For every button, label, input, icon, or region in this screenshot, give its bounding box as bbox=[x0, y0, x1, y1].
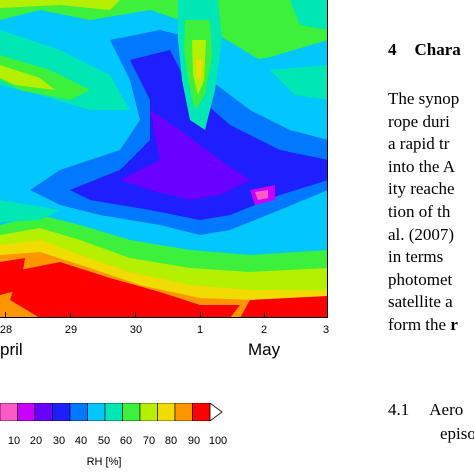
colorbar-segment bbox=[122, 403, 141, 421]
paragraph-line: photomet bbox=[388, 269, 453, 289]
contour-band bbox=[0, 65, 55, 90]
contour-band bbox=[0, 0, 120, 10]
colorbar-title: RH [%] bbox=[86, 456, 122, 468]
contour-band bbox=[0, 200, 60, 222]
x-tick-mark bbox=[200, 312, 201, 318]
paragraph-line: into the A bbox=[388, 156, 456, 176]
contour-band bbox=[255, 190, 268, 200]
rh-contour-graphic bbox=[0, 0, 327, 317]
colorbar-tick-label: 50 bbox=[97, 435, 111, 447]
contour-band bbox=[0, 55, 90, 100]
contour-band bbox=[270, 65, 327, 100]
paragraph-line: tion of th bbox=[388, 202, 451, 221]
colorbar-segment bbox=[139, 403, 158, 421]
subsection-title: Aero bbox=[429, 400, 464, 419]
paragraph-line: The synop bbox=[388, 89, 460, 108]
colorbar-tick-label: 80 bbox=[164, 435, 178, 447]
rh-colorbar bbox=[0, 403, 223, 421]
contour-band bbox=[240, 296, 327, 317]
colorbar-overflow-arrow bbox=[209, 403, 223, 421]
subsection-heading: 4.1 Aero bbox=[388, 400, 463, 420]
x-tick-label: 28 bbox=[0, 324, 13, 336]
paragraph-line: satellite a bbox=[388, 292, 453, 312]
month-label-may: May bbox=[248, 340, 281, 359]
x-tick-mark bbox=[5, 312, 6, 318]
colorbar-segment bbox=[157, 403, 176, 421]
section-heading: 4 Chara bbox=[388, 40, 461, 60]
colorbar-tick-label: 30 bbox=[52, 435, 66, 447]
x-tick-mark bbox=[264, 312, 265, 318]
contour-band bbox=[0, 0, 327, 60]
colorbar-tick-label: 90 bbox=[187, 435, 201, 447]
month-label-april: pril bbox=[0, 340, 23, 359]
colorbar-tick-label: 60 bbox=[119, 435, 133, 447]
x-tick-mark bbox=[135, 312, 136, 318]
section-title: Chara bbox=[414, 40, 461, 59]
x-tick-label: 3 bbox=[322, 324, 330, 336]
colorbar-tick-label: 20 bbox=[29, 435, 43, 447]
paragraph-line: ity reache bbox=[388, 179, 455, 199]
paragraph-line: in terms bbox=[388, 247, 444, 267]
contour-band bbox=[120, 110, 250, 200]
x-tick-label: 2 bbox=[260, 324, 268, 336]
colorbar-segment bbox=[0, 403, 18, 421]
colorbar-tick-label: 10 bbox=[7, 435, 21, 447]
x-tick-label: 1 bbox=[196, 324, 204, 336]
colorbar-segment bbox=[69, 403, 88, 421]
paragraph-line: al. (2007) bbox=[388, 224, 455, 244]
contour-band bbox=[0, 258, 25, 295]
colorbar-segment bbox=[87, 403, 106, 421]
contour-band bbox=[196, 60, 203, 80]
bold-fragment: r bbox=[450, 315, 458, 334]
contour-band bbox=[290, 0, 327, 30]
colorbar-segment bbox=[52, 403, 71, 421]
x-tick-label: 30 bbox=[129, 324, 143, 336]
colorbar-segment bbox=[104, 403, 123, 421]
colorbar-segment bbox=[174, 403, 193, 421]
colorbar-segment bbox=[192, 403, 211, 421]
paragraph-line: form the r bbox=[388, 315, 458, 334]
section-number: 4 bbox=[388, 40, 397, 59]
colorbar-segment bbox=[34, 403, 53, 421]
paragraph-line: a rapid tr bbox=[388, 134, 450, 154]
subsection-number: 4.1 bbox=[388, 400, 410, 419]
colorbar-tick-label: 70 bbox=[142, 435, 156, 447]
rh-contour-plot bbox=[0, 0, 328, 318]
paragraph-line: rope duri bbox=[388, 111, 450, 131]
colorbar-segment bbox=[17, 403, 36, 421]
subsection-title-line2: episo bbox=[440, 424, 474, 443]
x-tick-mark bbox=[70, 312, 71, 318]
colorbar-tick-label: 100 bbox=[208, 435, 228, 447]
contour-band bbox=[10, 262, 240, 317]
colorbar-tick-label: 40 bbox=[74, 435, 88, 447]
x-tick-label: 29 bbox=[64, 324, 78, 336]
